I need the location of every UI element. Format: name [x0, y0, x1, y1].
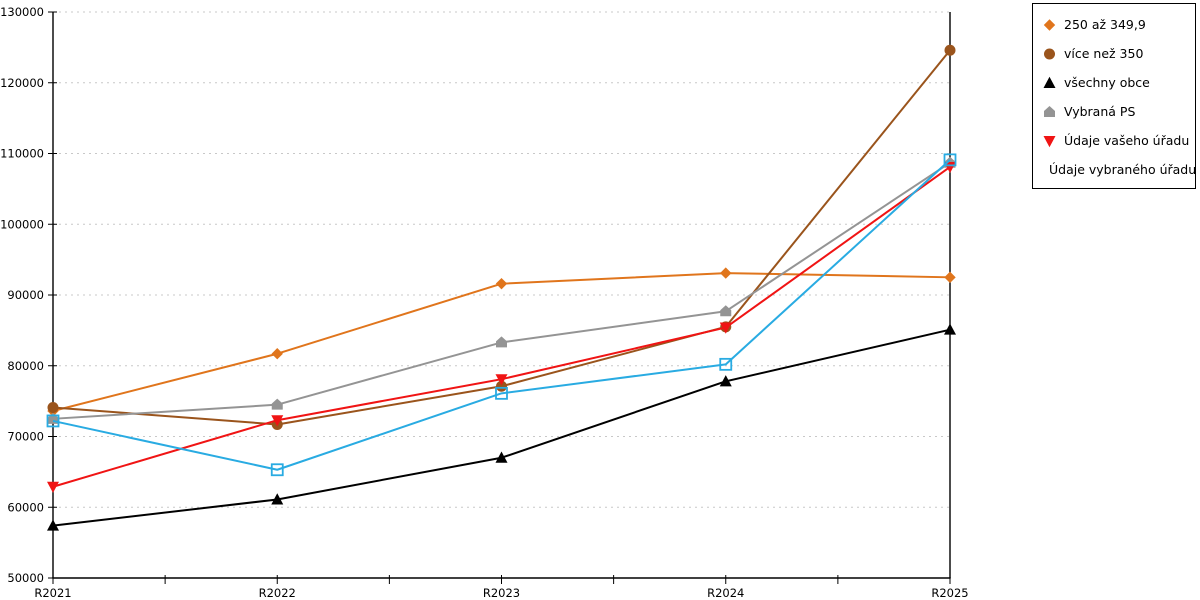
- legend-marker-icon: [1044, 106, 1055, 117]
- x-tick-label: R2024: [707, 586, 744, 600]
- series-line: [52, 159, 951, 471]
- legend-item-label: Údaje vašeho úřadu: [1064, 133, 1190, 148]
- legend-item: více než 350: [1042, 39, 1191, 68]
- series-marker-diamond: [944, 271, 956, 284]
- series-marker-triangle-down: [271, 415, 284, 427]
- legend-marker-icon: [1044, 48, 1055, 60]
- series-marker-triangle-down: [47, 481, 59, 493]
- y-tick-label: 70000: [7, 430, 44, 444]
- y-tick-label: 80000: [7, 359, 44, 373]
- legend-item: všechny obce: [1042, 68, 1191, 97]
- x-tick-label: R2025: [931, 586, 968, 600]
- series-marker-triangle-up: [1043, 76, 1056, 88]
- series-marker-pentagon: [720, 305, 732, 317]
- x-tick-label: R2023: [483, 586, 520, 600]
- y-tick-label: 110000: [0, 147, 44, 161]
- legend-item-label: Údaje vybraného úřadu: [1049, 162, 1197, 177]
- x-tick-label: R2022: [259, 586, 296, 600]
- series-marker-square-open: [943, 153, 957, 167]
- series-line: [52, 328, 951, 527]
- series-line: [52, 49, 951, 426]
- legend-item-label: 250 až 349,9: [1064, 17, 1146, 32]
- x-tick-label: R2021: [34, 586, 71, 600]
- legend-item: Údaje vybraného úřadu: [1042, 155, 1196, 184]
- series-marker-circle: [496, 380, 507, 392]
- series-marker-circle: [944, 44, 956, 56]
- legend-item: Údaje vašeho úřadu: [1042, 126, 1191, 155]
- series-marker-triangle-up: [271, 493, 284, 505]
- series-marker-square-open: [495, 386, 508, 400]
- y-tick-label: 90000: [7, 288, 44, 302]
- series-marker-pentagon: [1044, 106, 1055, 117]
- series-marker-square-open: [46, 414, 60, 428]
- series-marker-circle: [1044, 48, 1055, 60]
- legend-marker-icon: [1043, 76, 1056, 88]
- series-marker-diamond: [1043, 19, 1056, 31]
- series-marker-triangle-down: [495, 374, 508, 386]
- legend: 250 až 349,9 více než 350 všechny obce V…: [1032, 3, 1196, 189]
- series-marker-square-open: [719, 357, 733, 371]
- series-marker-triangle-up: [495, 451, 508, 463]
- legend-item: 250 až 349,9: [1042, 10, 1191, 39]
- y-tick-label: 120000: [0, 76, 44, 90]
- series-marker-diamond: [720, 267, 732, 279]
- series-marker-pentagon: [496, 336, 507, 348]
- series-marker-triangle-up: [719, 375, 732, 387]
- legend-item-label: více než 350: [1064, 46, 1144, 61]
- series-marker-triangle-up: [944, 323, 956, 335]
- y-tick-label: 100000: [0, 217, 44, 231]
- legend-item-label: všechny obce: [1064, 75, 1150, 90]
- series-marker-square-open: [270, 463, 284, 477]
- series-marker-triangle-down: [719, 322, 732, 334]
- legend-marker-icon: [1043, 19, 1056, 31]
- series-marker-pentagon: [271, 398, 283, 410]
- legend-marker-icon: [1043, 136, 1056, 148]
- series-marker-diamond: [495, 277, 508, 290]
- series-marker-diamond: [271, 348, 283, 360]
- series-marker-triangle-up: [47, 519, 59, 531]
- y-tick-label: 60000: [7, 500, 44, 514]
- legend-item: Vybraná PS: [1042, 97, 1191, 126]
- series-marker-triangle-down: [1043, 136, 1056, 148]
- y-tick-label: 130000: [0, 5, 44, 19]
- legend-item-label: Vybraná PS: [1064, 104, 1136, 119]
- y-tick-label: 50000: [7, 571, 44, 585]
- series-marker-circle: [47, 401, 59, 413]
